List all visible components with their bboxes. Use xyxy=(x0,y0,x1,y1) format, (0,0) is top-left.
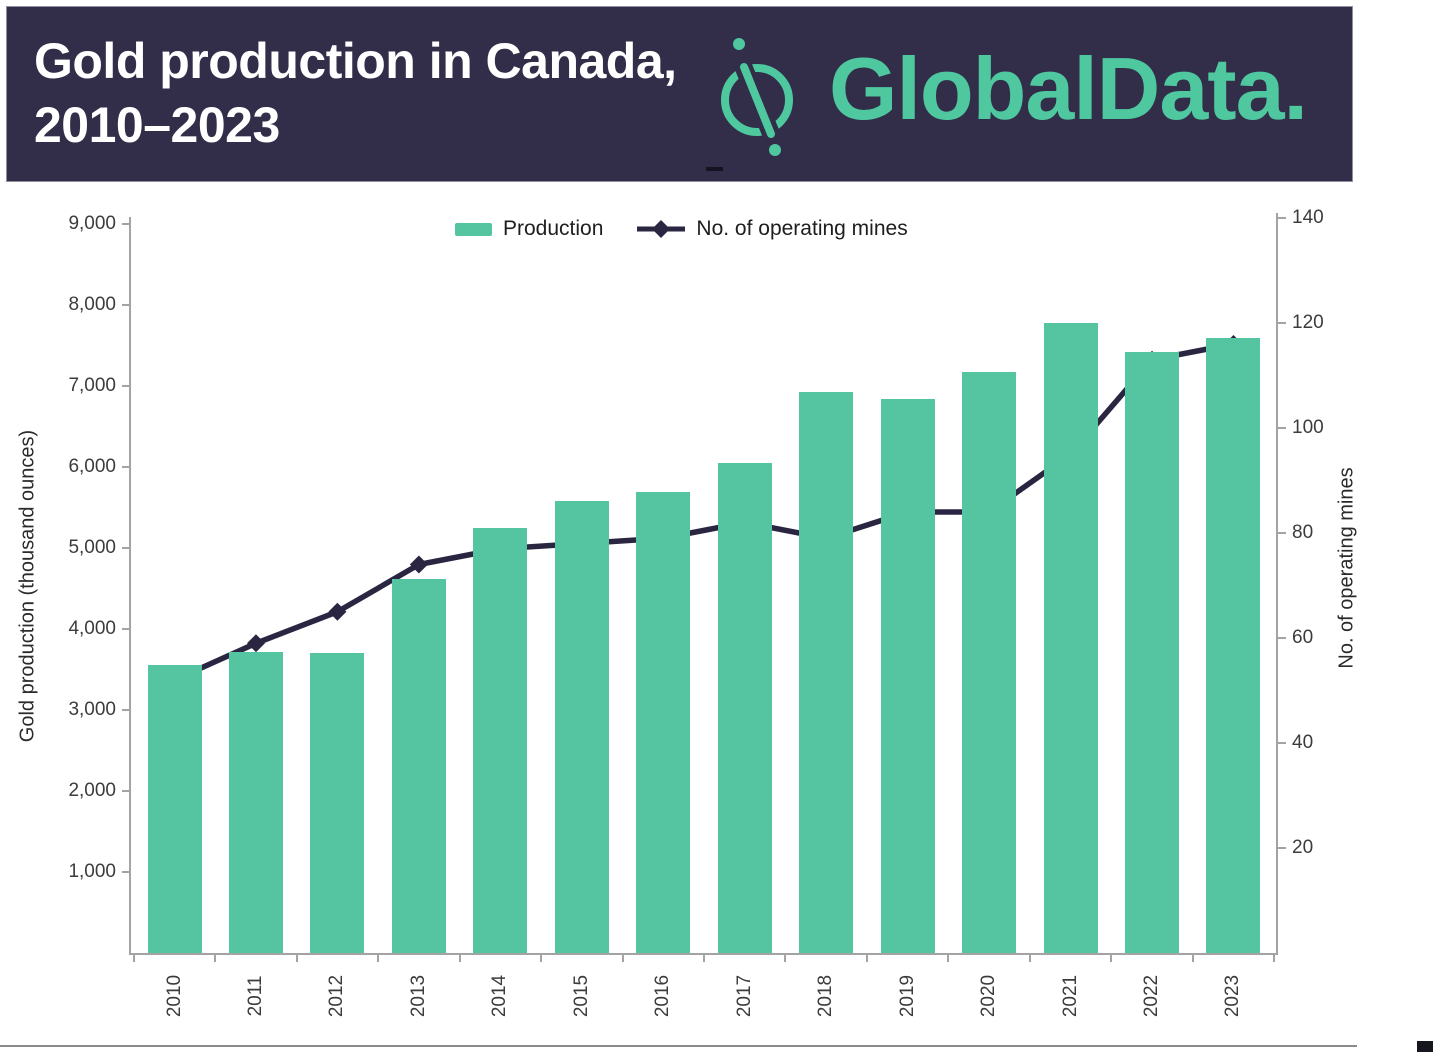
right-tick-140 xyxy=(1278,217,1286,219)
x-label-2020: 2020 xyxy=(978,974,1000,1018)
right-tick-80 xyxy=(1278,532,1286,534)
left-tick-label-3000: 3,000 xyxy=(68,699,116,720)
right-tick-20 xyxy=(1278,847,1286,849)
x-tick-12 xyxy=(1110,953,1113,962)
right-tick-100 xyxy=(1278,427,1286,429)
left-tick-label-5000: 5,000 xyxy=(68,537,116,558)
left-tick-9000 xyxy=(122,223,130,225)
legend-item-production: Production xyxy=(455,217,603,241)
production-swatch-icon xyxy=(455,222,492,236)
legend-item-mines: No. of operating mines xyxy=(637,217,908,241)
line-marker-2011 xyxy=(246,634,265,653)
left-tick-2000 xyxy=(122,790,130,792)
left-tick-label-8000: 8,000 xyxy=(68,294,116,315)
x-label-2019: 2019 xyxy=(896,974,918,1018)
left-tick-6000 xyxy=(122,466,130,468)
x-tick-10 xyxy=(947,953,950,962)
x-label-2021: 2021 xyxy=(1059,974,1081,1018)
bar-2010 xyxy=(147,665,202,953)
globaldata-logo-icon xyxy=(721,38,793,156)
right-tick-label-40: 40 xyxy=(1292,732,1314,753)
bar-2022 xyxy=(1125,351,1180,953)
left-tick-4000 xyxy=(122,628,130,630)
line-diamond-swatch-icon xyxy=(637,220,686,238)
line-marker-2013 xyxy=(409,555,428,574)
x-tick-13 xyxy=(1191,953,1194,962)
x-tick-11 xyxy=(1028,953,1031,962)
left-tick-label-6000: 6,000 xyxy=(68,456,116,477)
corner-mark xyxy=(1417,1041,1433,1052)
bar-2011 xyxy=(228,651,283,953)
x-label-2010: 2010 xyxy=(163,974,185,1018)
x-tick-3 xyxy=(377,953,380,962)
x-tick-1 xyxy=(214,953,217,962)
left-tick-8000 xyxy=(122,304,130,306)
right-tick-120 xyxy=(1278,322,1286,324)
bar-2012 xyxy=(310,653,365,953)
x-label-2013: 2013 xyxy=(407,974,429,1018)
left-tick-7000 xyxy=(122,385,130,387)
globaldata-wordmark: GlobalData. xyxy=(829,39,1308,138)
logo-dash-mark xyxy=(706,167,723,171)
bar-2013 xyxy=(391,578,446,953)
legend-label-production: Production xyxy=(503,217,604,240)
right-tick-label-120: 120 xyxy=(1292,312,1324,333)
x-label-2011: 2011 xyxy=(244,975,266,1017)
right-tick-label-20: 20 xyxy=(1292,837,1314,858)
bar-2020 xyxy=(962,372,1017,953)
chart-title: Gold production in Canada, 2010–2023 xyxy=(34,29,677,157)
left-tick-5000 xyxy=(122,547,130,549)
left-tick-label-4000: 4,000 xyxy=(68,618,116,639)
bar-2016 xyxy=(636,492,691,953)
x-label-2016: 2016 xyxy=(652,974,674,1018)
x-tick-7 xyxy=(702,953,705,962)
legend-label-mines: No. of operating mines xyxy=(696,217,908,240)
x-label-2017: 2017 xyxy=(733,974,755,1018)
right-tick-label-60: 60 xyxy=(1292,627,1314,648)
bar-2015 xyxy=(554,501,609,953)
bottom-divider-line xyxy=(0,1045,1357,1047)
x-label-2018: 2018 xyxy=(815,974,837,1018)
x-tick-4 xyxy=(458,953,461,962)
x-tick-2 xyxy=(295,953,298,962)
title-line-1: Gold production in Canada, xyxy=(34,33,677,89)
bar-2019 xyxy=(880,398,935,953)
x-label-2012: 2012 xyxy=(326,974,348,1018)
x-tick-5 xyxy=(540,953,543,962)
bar-2023 xyxy=(1206,338,1261,953)
x-label-2023: 2023 xyxy=(1222,974,1244,1018)
header-band: Gold production in Canada, 2010–2023 Glob… xyxy=(6,6,1353,182)
title-line-2: 2010–2023 xyxy=(34,97,280,153)
left-tick-label-1000: 1,000 xyxy=(68,861,116,882)
left-tick-3000 xyxy=(122,709,130,711)
left-tick-label-7000: 7,000 xyxy=(68,375,116,396)
right-tick-60 xyxy=(1278,637,1286,639)
x-label-2014: 2014 xyxy=(489,974,511,1018)
x-label-2022: 2022 xyxy=(1141,974,1163,1018)
left-tick-1000 xyxy=(122,871,130,873)
line-marker-2012 xyxy=(328,602,347,621)
left-tick-label-9000: 9,000 xyxy=(68,213,116,234)
bar-2018 xyxy=(799,392,854,953)
bar-2017 xyxy=(717,462,772,953)
right-tick-40 xyxy=(1278,742,1286,744)
x-tick-0 xyxy=(132,953,135,962)
left-tick-label-2000: 2,000 xyxy=(68,780,116,801)
x-tick-9 xyxy=(865,953,868,962)
bar-2014 xyxy=(473,527,528,953)
x-tick-14 xyxy=(1273,953,1276,962)
x-tick-6 xyxy=(621,953,624,962)
x-label-2015: 2015 xyxy=(570,974,592,1018)
x-tick-8 xyxy=(784,953,787,962)
bar-2021 xyxy=(1043,322,1098,953)
chart-legend: Production No. of operating mines xyxy=(455,217,908,241)
right-tick-label-80: 80 xyxy=(1292,522,1314,543)
left-y-axis-line xyxy=(129,217,131,955)
right-y-axis-line xyxy=(1276,213,1278,955)
right-tick-label-100: 100 xyxy=(1292,417,1324,438)
right-tick-label-140: 140 xyxy=(1292,207,1324,228)
